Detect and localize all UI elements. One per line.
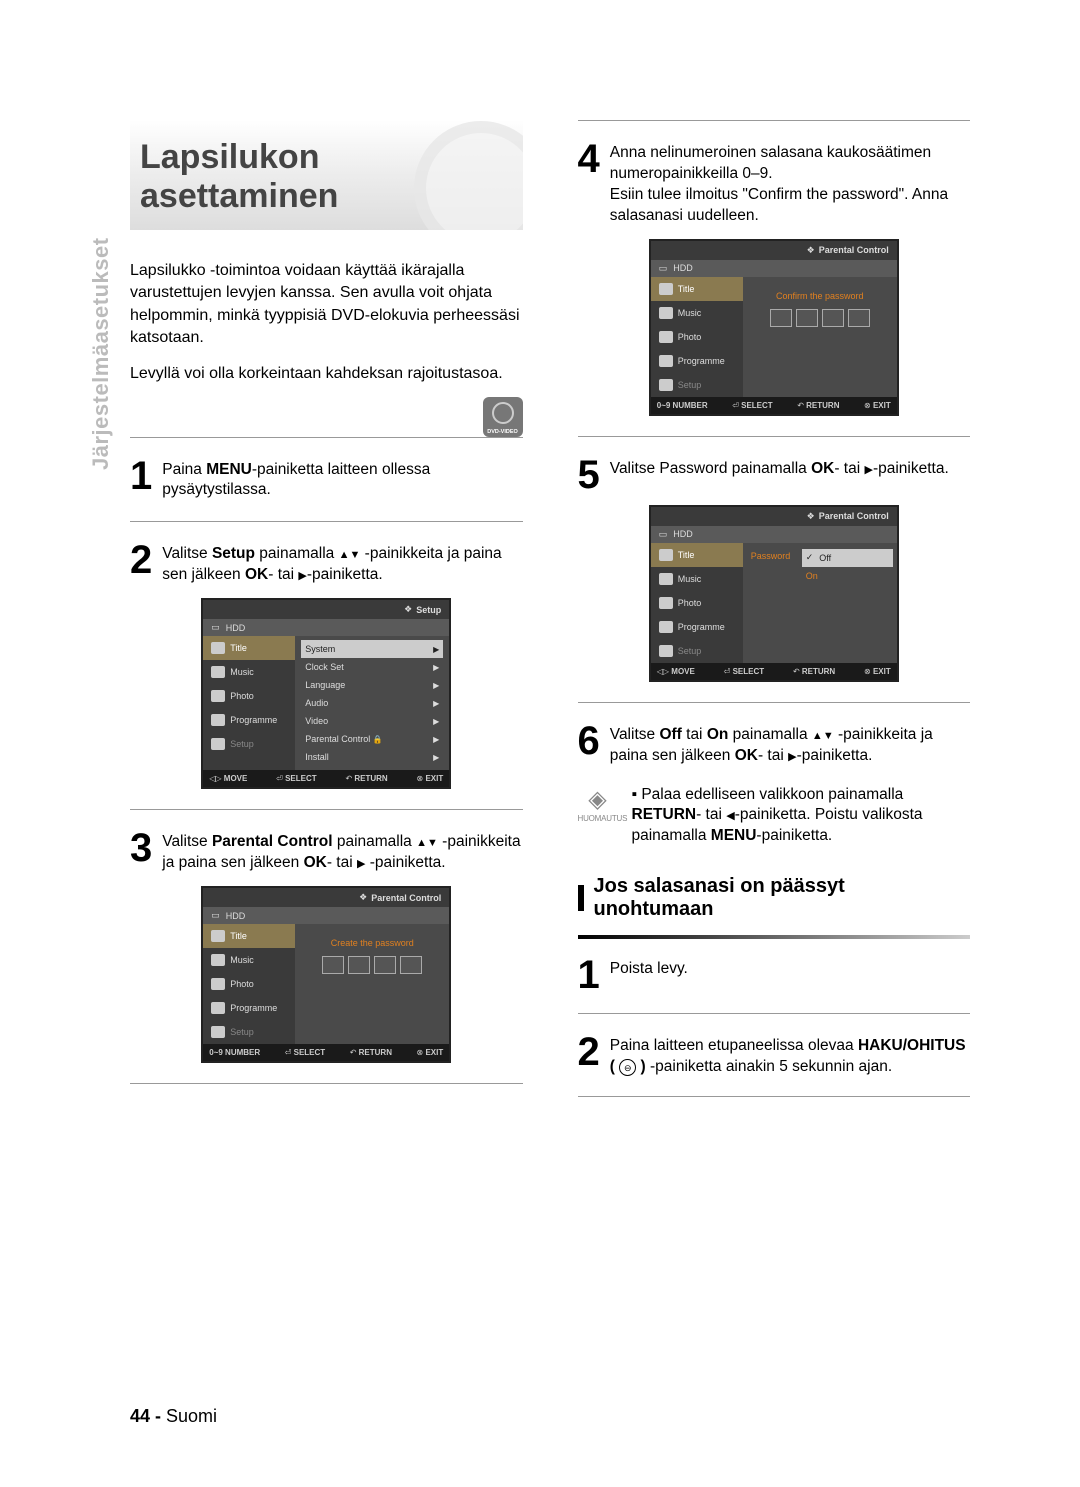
left-column: Lapsilukon asettaminen Lapsilukko -toimi… bbox=[130, 120, 523, 1104]
note-block: ◈ HUOMAUTUS Palaa edelliseen valikkoon p… bbox=[578, 785, 971, 848]
step-text: Paina MENU-painiketta laitteen ollessa p… bbox=[162, 458, 522, 502]
step-text: Poista levy. bbox=[610, 957, 688, 993]
step-number: 2 bbox=[130, 542, 152, 586]
step-5: 5 Valitse Password painamalla OK- tai -p… bbox=[578, 457, 971, 493]
note-text: Palaa edelliseen valikkoon painamalla RE… bbox=[632, 785, 971, 848]
step-4: 4 Anna nelinumeroinen salasana kaukosäät… bbox=[578, 141, 971, 227]
step-number: 6 bbox=[578, 723, 600, 767]
menu-screenshot-setup: ❖Setup ▭HDD Title Music Photo Programme … bbox=[201, 598, 451, 789]
forgot-step-1: 1 Poista levy. bbox=[578, 957, 971, 993]
step-1: 1 Paina MENU-painiketta laitteen ollessa… bbox=[130, 458, 523, 502]
page-title: Lapsilukon asettaminen bbox=[140, 138, 503, 216]
step-text: Paina laitteen etupaneelissa olevaa HAKU… bbox=[610, 1034, 970, 1078]
step-3: 3 Valitse Parental Control painamalla -p… bbox=[130, 830, 523, 874]
menu-screenshot-create-pw: ❖Parental Control ▭HDD Title Music Photo… bbox=[201, 886, 451, 1063]
dvd-video-icon bbox=[483, 397, 523, 437]
section-heading: Jos salasanasi on päässyt unohtumaan bbox=[578, 875, 971, 921]
step-number: 3 bbox=[130, 830, 152, 874]
right-column: 4 Anna nelinumeroinen salasana kaukosäät… bbox=[578, 120, 971, 1104]
step-number: 5 bbox=[578, 457, 600, 493]
title-block: Lapsilukon asettaminen bbox=[130, 120, 523, 230]
step-6: 6 Valitse Off tai On painamalla -painikk… bbox=[578, 723, 971, 767]
skip-back-icon: ⊖ bbox=[619, 1059, 636, 1076]
sub-text: Levyllä voi olla korkeintaan kahdeksan r… bbox=[130, 365, 523, 383]
step-number: 2 bbox=[578, 1034, 600, 1078]
step-number: 1 bbox=[578, 957, 600, 993]
menu-screenshot-password-toggle: ❖Parental Control ▭HDD Title Music Photo… bbox=[649, 505, 899, 682]
step-text: Valitse Password painamalla OK- tai -pai… bbox=[610, 457, 949, 493]
step-text: Valitse Setup painamalla -painikkeita ja… bbox=[162, 542, 522, 586]
forgot-step-2: 2 Paina laitteen etupaneelissa olevaa HA… bbox=[578, 1034, 971, 1078]
step-text: Valitse Off tai On painamalla -painikkei… bbox=[610, 723, 970, 767]
page-footer: 44 - Suomi bbox=[130, 1406, 217, 1427]
step-text: Anna nelinumeroinen salasana kaukosäätim… bbox=[610, 141, 970, 227]
step-number: 1 bbox=[130, 458, 152, 502]
menu-screenshot-confirm-pw: ❖Parental Control ▭HDD Title Music Photo… bbox=[649, 239, 899, 416]
intro-text: Lapsilukko -toimintoa voidaan käyttää ik… bbox=[130, 260, 523, 350]
note-icon: ◈ HUOMAUTUS bbox=[578, 785, 618, 848]
step-text: Valitse Parental Control painamalla -pai… bbox=[162, 830, 522, 874]
step-2: 2 Valitse Setup painamalla -painikkeita … bbox=[130, 542, 523, 586]
step-number: 4 bbox=[578, 141, 600, 227]
